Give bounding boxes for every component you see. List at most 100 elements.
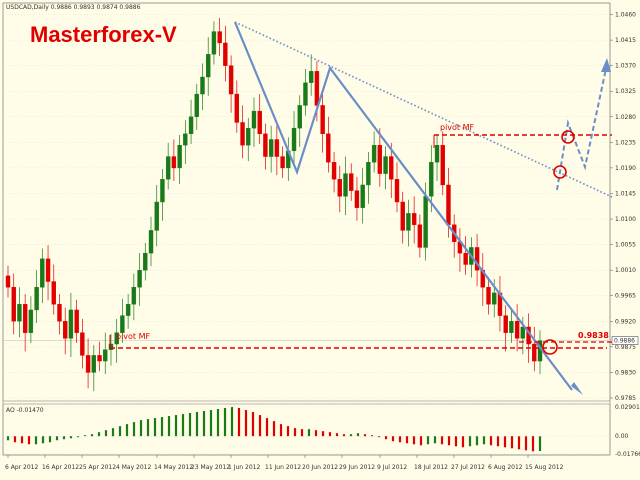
brand-title: Masterforex-V <box>30 22 177 47</box>
candle-body <box>165 156 171 180</box>
y-tick-label: 0.9965 <box>615 293 636 300</box>
candle <box>337 165 342 213</box>
candle-body <box>349 173 354 191</box>
candle-body <box>74 309 79 333</box>
candle <box>394 162 400 213</box>
candle <box>280 146 285 179</box>
candle-body <box>51 281 56 305</box>
candle-body <box>68 309 74 339</box>
y-tick-label: 0.9830 <box>615 369 636 376</box>
candle-body <box>514 321 520 339</box>
x-tick-label: 9 Jul 2012 <box>377 464 407 471</box>
y-tick-label: 0.9785 <box>615 395 636 402</box>
x-tick-label: 27 Jul 2012 <box>451 464 485 471</box>
candle <box>268 125 274 173</box>
candle <box>377 128 383 187</box>
candle <box>131 273 137 321</box>
candle <box>57 294 62 335</box>
x-tick-label: 25 Apr 2012 <box>79 464 116 471</box>
ao-pane <box>2 403 611 456</box>
candle-body <box>217 31 222 44</box>
candle-body <box>206 54 211 78</box>
candle-body <box>154 201 159 231</box>
candle-body <box>11 287 16 322</box>
candle-body <box>137 269 142 288</box>
candle-body <box>263 133 268 157</box>
symbol-info: USDCAD,Daily 0.9886 0.9893 0.9874 0.9886 <box>6 4 141 11</box>
candle-body <box>131 287 137 305</box>
candle <box>177 134 182 184</box>
candle-body <box>200 76 205 95</box>
x-tick-label: 29 Jun 2012 <box>339 464 375 471</box>
candle-body <box>474 247 480 271</box>
candle <box>22 294 28 352</box>
upper-trendline <box>234 21 613 198</box>
y-tick-label: 1.0145 <box>615 190 636 197</box>
candle <box>148 216 154 267</box>
projection-line <box>556 63 608 191</box>
candle-body <box>80 332 85 356</box>
candle-body <box>240 122 245 146</box>
candle-body <box>308 71 314 83</box>
candle <box>120 298 125 343</box>
candle-body <box>400 201 405 231</box>
candle <box>183 120 188 164</box>
candle-body <box>326 133 331 163</box>
candle-body <box>103 349 108 362</box>
candle-body <box>17 304 22 322</box>
candle-body <box>383 156 388 174</box>
candle <box>526 313 531 363</box>
candle <box>474 233 480 287</box>
candle <box>303 69 308 116</box>
x-tick-label: 4 May 2012 <box>116 464 151 471</box>
candle <box>509 307 514 343</box>
candles <box>5 17 543 392</box>
marker-circle-middle <box>553 165 567 179</box>
projection-arrowhead <box>601 58 611 72</box>
candle <box>137 253 142 306</box>
candle-body <box>268 139 274 157</box>
y-tick-label: 1.0325 <box>615 88 636 95</box>
candle-body <box>177 144 182 169</box>
marker-circle-target <box>542 339 558 355</box>
candle <box>160 169 165 221</box>
ao-histogram <box>6 407 542 452</box>
candle <box>440 131 445 196</box>
ao-label: AO -0.01470 <box>6 407 44 414</box>
ao-tick-label: 0.00 <box>615 433 629 440</box>
candle <box>434 134 440 181</box>
candle-body <box>423 196 428 248</box>
candle-body <box>331 162 337 180</box>
candle-body <box>5 275 11 288</box>
y-tick-label: 1.0415 <box>615 37 636 44</box>
y-tick-label: 0.9920 <box>615 318 636 325</box>
candle <box>103 332 108 375</box>
projection-path <box>556 58 611 191</box>
candle-body <box>91 355 97 373</box>
candle-body <box>532 343 537 362</box>
candle-body <box>371 144 377 163</box>
candle-body <box>303 82 308 106</box>
candle <box>228 55 234 113</box>
candle <box>291 111 297 167</box>
candle <box>354 177 360 221</box>
candle <box>463 236 468 275</box>
candle-body <box>114 332 119 345</box>
candle <box>114 319 119 363</box>
candle <box>17 287 22 338</box>
candle <box>91 345 97 392</box>
candle-body <box>34 287 39 311</box>
x-tick-label: 14 May 2012 <box>154 464 193 471</box>
pivot-upper-label: pivot MF <box>440 123 475 132</box>
candle <box>251 97 257 147</box>
y-tick-label: 1.0055 <box>615 242 636 249</box>
candle-body <box>297 105 302 129</box>
candle <box>457 228 463 272</box>
x-tick-label: 20 Jun 2012 <box>302 464 338 471</box>
candle <box>34 270 39 324</box>
candle <box>514 304 520 352</box>
candle-body <box>160 179 165 203</box>
candle-body <box>234 93 240 123</box>
candle <box>11 273 16 335</box>
y-tick-label: 1.0370 <box>615 63 636 70</box>
